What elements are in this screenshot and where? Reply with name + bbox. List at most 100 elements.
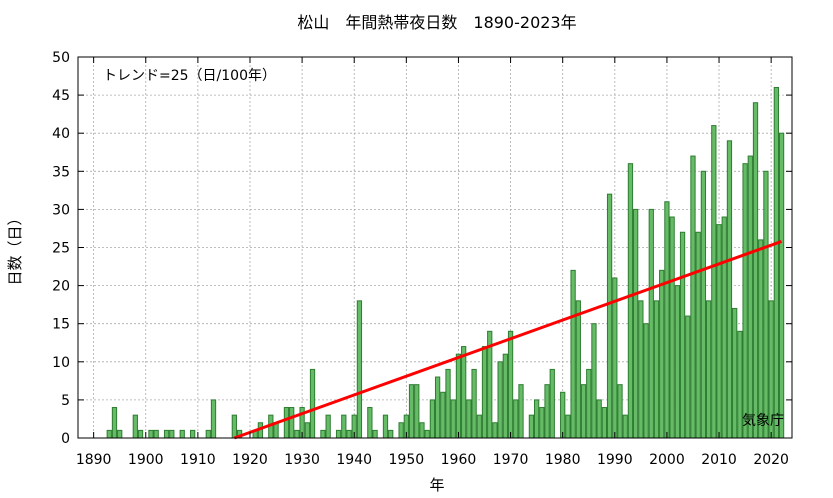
x-tick-label: 1960 <box>441 452 477 468</box>
bar <box>190 429 196 439</box>
bar <box>716 224 722 439</box>
bar <box>341 414 347 439</box>
bar <box>356 300 363 439</box>
y-tick-label: 0 <box>61 431 70 447</box>
bar <box>309 368 316 439</box>
bar <box>528 414 535 439</box>
bar <box>685 315 691 439</box>
bar <box>325 414 331 439</box>
bar <box>721 216 727 439</box>
bar <box>367 407 373 439</box>
bar <box>752 102 759 439</box>
bar <box>533 399 540 439</box>
bar <box>690 155 696 439</box>
bar <box>742 163 748 439</box>
bar <box>117 429 123 439</box>
bar <box>560 391 566 439</box>
bar <box>622 414 628 439</box>
y-tick-label: 45 <box>52 88 70 104</box>
bar <box>388 429 394 439</box>
bar <box>502 353 508 439</box>
x-axis-title: 年 <box>429 476 444 494</box>
bar <box>163 429 170 439</box>
bar <box>231 414 237 439</box>
bar <box>664 201 670 439</box>
bar <box>455 353 462 439</box>
bar <box>580 384 587 439</box>
bar <box>674 285 680 439</box>
bar <box>398 422 404 439</box>
x-tick-label: 1970 <box>493 452 529 468</box>
bar <box>408 384 415 439</box>
bar <box>617 384 623 439</box>
bar <box>695 231 701 439</box>
bar <box>283 407 290 439</box>
bar <box>440 391 446 439</box>
bar <box>169 429 175 439</box>
y-tick-label: 10 <box>52 355 70 371</box>
bar <box>424 429 430 439</box>
bar <box>643 323 649 439</box>
bar <box>747 155 753 439</box>
bar <box>445 368 451 439</box>
bar <box>513 399 519 439</box>
bar <box>606 193 613 439</box>
bar <box>549 368 555 439</box>
bar <box>763 170 769 439</box>
x-tick-label: 2000 <box>649 452 685 468</box>
y-tick-label: 30 <box>52 202 70 218</box>
x-tick-label: 2010 <box>701 452 737 468</box>
bar <box>481 346 488 439</box>
bar <box>575 300 581 439</box>
bar <box>461 346 467 439</box>
x-tick-label: 1900 <box>128 452 164 468</box>
bar <box>429 399 436 439</box>
bar <box>638 300 644 439</box>
bar <box>419 422 425 439</box>
bar <box>653 300 660 439</box>
x-tick-label: 1940 <box>336 452 372 468</box>
bar <box>518 384 524 439</box>
chart-title: 松山 年間熱帯夜日数 1890-2023年 <box>297 13 576 32</box>
x-tick-label: 1950 <box>389 452 425 468</box>
bar <box>778 132 785 439</box>
bar <box>586 368 592 439</box>
bar <box>633 208 639 439</box>
bar <box>294 429 300 439</box>
bar <box>304 422 310 439</box>
x-tick-label: 1990 <box>597 452 633 468</box>
bar <box>601 407 608 439</box>
bar <box>732 307 738 439</box>
bar <box>434 376 441 439</box>
bar <box>648 208 654 439</box>
bar <box>153 429 159 439</box>
x-tick-label: 1930 <box>284 452 320 468</box>
bar <box>711 125 717 439</box>
bar <box>466 399 472 439</box>
y-tick-label: 15 <box>52 317 70 333</box>
bar <box>210 399 217 439</box>
bar <box>346 429 352 439</box>
bar <box>570 269 576 439</box>
bar <box>106 429 112 439</box>
ticks: 1890 1900 1910 1920 1930 1940 1950 1960 1970 1980… <box>52 50 792 468</box>
bar <box>773 86 779 439</box>
x-tick-label: 1890 <box>76 452 112 468</box>
y-axis-title: 日数（日） <box>6 210 24 285</box>
bar <box>539 407 545 439</box>
bar <box>471 368 477 439</box>
bar <box>148 429 154 439</box>
bar <box>544 384 550 439</box>
y-tick-label: 20 <box>52 279 70 295</box>
bar <box>320 429 326 439</box>
bar <box>758 239 764 439</box>
y-tick-label: 50 <box>52 50 70 66</box>
trend-line <box>233 239 783 440</box>
bar <box>289 407 295 439</box>
bar <box>705 300 712 439</box>
y-tick-label: 35 <box>52 164 70 180</box>
bar <box>726 140 733 439</box>
y-tick-label: 40 <box>52 126 70 142</box>
bar <box>205 429 211 439</box>
